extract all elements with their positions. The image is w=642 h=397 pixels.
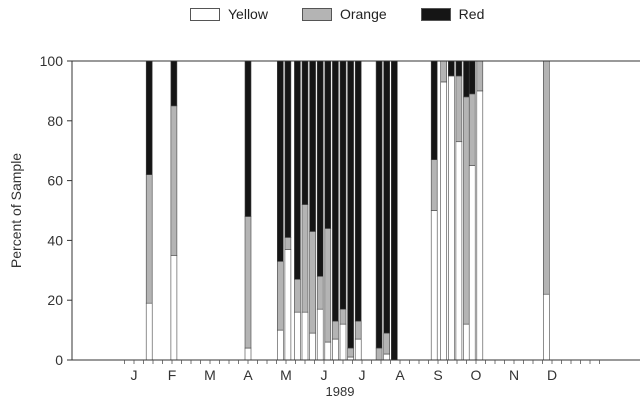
x-month-label: S bbox=[433, 367, 442, 383]
bar-segment-yellow bbox=[463, 323, 470, 361]
bar-segment-orange bbox=[284, 237, 292, 250]
bar-segment-yellow bbox=[542, 293, 550, 361]
bar-segment-yellow bbox=[440, 81, 448, 361]
legend-swatch-orange bbox=[301, 7, 332, 21]
x-month-label: O bbox=[471, 367, 482, 383]
legend-swatch-yellow bbox=[190, 7, 220, 21]
bar-segment-red bbox=[390, 60, 398, 361]
bar-segment-orange bbox=[316, 275, 324, 310]
x-axis-label: 1989 bbox=[326, 384, 355, 397]
chart-legend: Yellow Orange Red bbox=[190, 6, 484, 22]
bar-segment-yellow bbox=[468, 165, 476, 361]
bar-segment-orange bbox=[468, 93, 476, 166]
bar-segment-red bbox=[316, 60, 324, 277]
bar-segment-red bbox=[309, 60, 316, 232]
bar-segment-orange bbox=[294, 278, 301, 313]
y-tick-label: 80 bbox=[47, 113, 63, 129]
bar-segment-orange bbox=[324, 228, 332, 343]
bar-segment-yellow bbox=[145, 302, 153, 361]
y-tick-label: 0 bbox=[55, 352, 63, 368]
x-month-label: J bbox=[359, 367, 366, 383]
bar-segment-yellow bbox=[455, 141, 463, 361]
legend-label-red: Red bbox=[458, 6, 485, 22]
y-tick-label: 40 bbox=[47, 232, 63, 248]
y-axis-label: Percent of Sample bbox=[8, 153, 24, 268]
bar-segment-red bbox=[455, 60, 463, 77]
x-month-label: M bbox=[280, 367, 292, 383]
bar-segment-yellow bbox=[339, 323, 347, 361]
bar-segment-orange bbox=[455, 75, 463, 143]
bar-segment-yellow bbox=[324, 341, 332, 361]
x-month-label: M bbox=[204, 367, 216, 383]
bar-segment-red bbox=[383, 60, 391, 334]
bar-segment-red bbox=[468, 60, 476, 95]
y-tick-label: 60 bbox=[47, 173, 63, 189]
x-month-label: F bbox=[168, 367, 177, 383]
bar-segment-orange bbox=[301, 204, 309, 313]
legend-label-orange: Orange bbox=[339, 6, 387, 22]
legend-label-yellow: Yellow bbox=[228, 6, 268, 22]
bar-segment-yellow bbox=[284, 249, 292, 361]
bar-segment-orange bbox=[332, 320, 339, 340]
bar-segment-orange bbox=[375, 347, 383, 361]
bar-segment-yellow bbox=[383, 353, 391, 361]
bar-segment-yellow bbox=[276, 329, 284, 361]
x-month-label: D bbox=[547, 367, 557, 383]
x-month-label: J bbox=[131, 367, 138, 383]
bar-segment-red bbox=[276, 60, 284, 262]
bar-segment-yellow bbox=[301, 311, 309, 361]
bar-segment-yellow bbox=[354, 338, 362, 361]
bar-segment-red bbox=[375, 60, 383, 349]
legend-item-orange: Orange bbox=[301, 6, 387, 22]
bar-segment-yellow bbox=[170, 255, 178, 361]
y-tick-label: 20 bbox=[47, 292, 63, 308]
bar-segment-red bbox=[354, 60, 362, 322]
bar-segment-orange bbox=[463, 96, 470, 325]
bar-segment-orange bbox=[542, 60, 550, 295]
bar-segment-orange bbox=[170, 105, 178, 256]
bar-segment-orange bbox=[244, 216, 252, 349]
bar-segment-orange bbox=[440, 60, 448, 83]
bar-segment-red bbox=[244, 60, 252, 217]
bar-segment-red bbox=[339, 60, 347, 310]
bar-segment-orange bbox=[309, 231, 316, 334]
bar-segment-red bbox=[145, 60, 153, 175]
x-month-label: J bbox=[321, 367, 328, 383]
bar-segment-yellow bbox=[309, 332, 316, 361]
bar-segment-orange bbox=[476, 60, 484, 92]
bar-segment-red bbox=[430, 60, 438, 160]
legend-item-red: Red bbox=[420, 6, 485, 22]
bar-segment-red bbox=[294, 60, 301, 280]
bar-segment-yellow bbox=[244, 347, 252, 361]
bar-segment-red bbox=[332, 60, 339, 322]
bar-segment-red bbox=[324, 60, 332, 229]
bar-segment-orange bbox=[145, 174, 153, 304]
bar-segment-red bbox=[347, 60, 354, 349]
bar-segment-red bbox=[447, 60, 455, 77]
y-tick-label: 100 bbox=[40, 53, 64, 69]
bar-segment-orange bbox=[339, 308, 347, 325]
legend-swatch-red bbox=[420, 7, 451, 21]
bar-segment-red bbox=[463, 60, 470, 98]
x-month-label: N bbox=[509, 367, 519, 383]
bar-segment-yellow bbox=[476, 90, 484, 361]
bar-segment-yellow bbox=[316, 308, 324, 361]
bar-segment-orange bbox=[430, 159, 438, 211]
bar-segment-orange bbox=[347, 347, 354, 358]
x-month-label: A bbox=[243, 367, 253, 383]
bar-segment-orange bbox=[383, 332, 391, 355]
bar-segment-yellow bbox=[447, 75, 455, 361]
bar-segment-red bbox=[170, 60, 178, 107]
bar-segment-orange bbox=[276, 261, 284, 331]
legend-item-yellow: Yellow bbox=[190, 6, 268, 22]
bar-segment-orange bbox=[354, 320, 362, 340]
bar-segment-yellow bbox=[430, 210, 438, 361]
x-month-label: A bbox=[395, 367, 405, 383]
bar-segment-red bbox=[284, 60, 292, 238]
bar-segment-red bbox=[301, 60, 309, 205]
bar-segment-yellow bbox=[294, 311, 301, 361]
bar-segment-yellow bbox=[332, 338, 339, 361]
